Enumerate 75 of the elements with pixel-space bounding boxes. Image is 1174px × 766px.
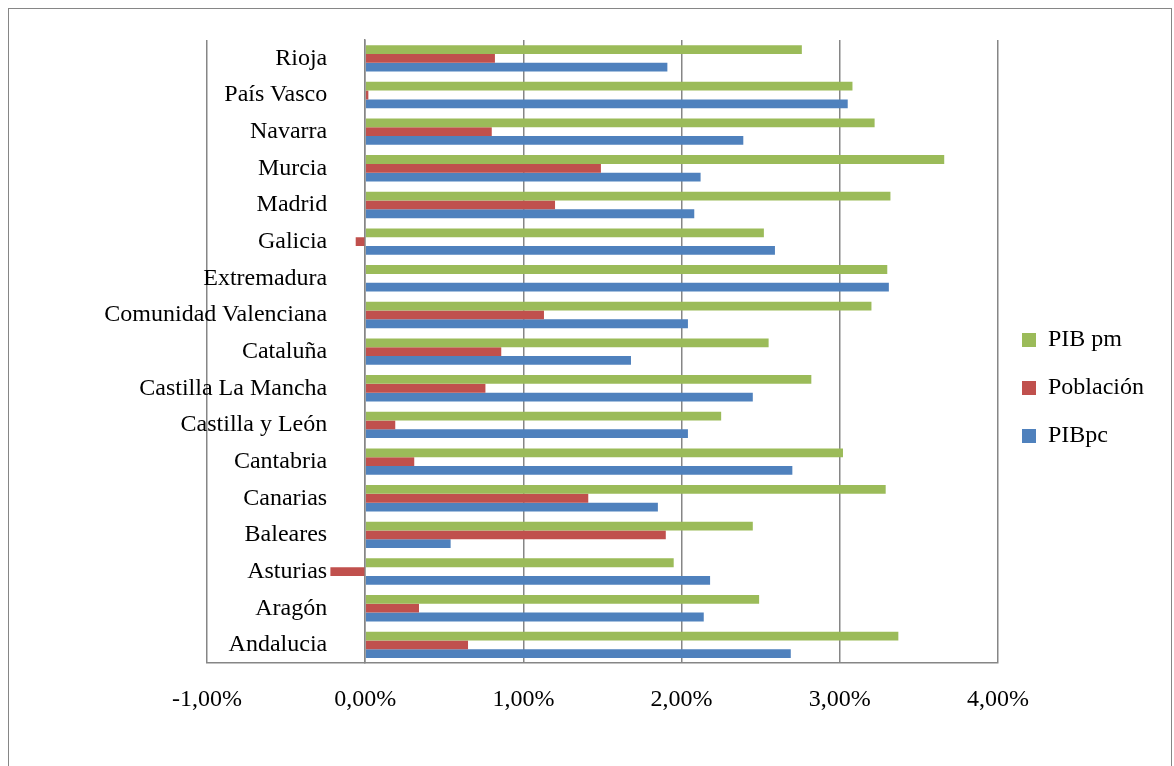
bar — [365, 53, 495, 63]
bar — [365, 448, 843, 458]
bar — [365, 200, 556, 210]
x-tick-label: 3,00% — [808, 684, 871, 711]
bar — [365, 420, 396, 430]
x-tick-label: 1,00% — [492, 684, 555, 711]
bar — [365, 383, 486, 393]
bar — [365, 530, 666, 540]
bar — [365, 575, 711, 585]
bar — [365, 640, 469, 650]
y-tick-label: Andalucia — [228, 630, 328, 657]
y-tick-label: País Vasco — [224, 80, 328, 107]
bar — [365, 163, 601, 173]
bar — [365, 539, 451, 549]
bar — [365, 191, 891, 201]
bar — [365, 457, 415, 466]
bar — [365, 595, 760, 604]
y-tick-label: Navarra — [249, 116, 328, 143]
bar — [365, 558, 674, 568]
x-tick-label: 2,00% — [650, 684, 713, 711]
y-tick-label: Asturias — [247, 556, 328, 583]
bar — [365, 45, 802, 54]
bar — [365, 465, 793, 475]
bar — [365, 649, 791, 659]
bar — [330, 567, 365, 576]
legend-label: PIBpc — [1048, 421, 1109, 448]
bar — [365, 301, 872, 311]
bar — [365, 136, 744, 145]
y-tick-label: Castilla y León — [180, 410, 328, 437]
bar — [365, 502, 658, 512]
bar — [365, 338, 769, 348]
bar — [365, 81, 853, 91]
y-tick-label: Rioja — [275, 43, 328, 70]
bar — [365, 228, 764, 238]
y-tick-label: Aragón — [255, 593, 328, 620]
bar — [365, 631, 899, 641]
bar — [365, 347, 502, 356]
y-tick-label: Cantabria — [233, 446, 328, 473]
y-tick-label: Baleares — [244, 520, 328, 547]
legend-label: PIB pm — [1048, 325, 1123, 352]
bar — [365, 521, 753, 531]
x-tick-label: 0,00% — [334, 684, 397, 711]
bar — [365, 603, 419, 613]
bar — [365, 429, 688, 439]
y-tick-label: Extremadura — [203, 263, 328, 290]
bar — [365, 310, 544, 320]
bar — [365, 172, 701, 182]
bar — [365, 392, 753, 402]
bar — [365, 118, 875, 128]
bar — [365, 485, 886, 494]
bar — [365, 62, 668, 72]
bar — [365, 155, 945, 164]
bar — [365, 411, 722, 421]
legend-label: Población — [1048, 373, 1145, 400]
y-tick-label: Madrid — [256, 190, 328, 217]
bar — [365, 265, 888, 274]
bar — [365, 282, 889, 292]
bar — [365, 493, 589, 503]
y-tick-label: Galicia — [257, 226, 328, 253]
y-tick-label: Murcia — [257, 153, 328, 180]
y-tick-label: Cataluña — [241, 336, 328, 363]
x-tick-label: 4,00% — [967, 684, 1030, 711]
bar — [365, 99, 848, 109]
y-tick-label: Comunidad Valenciana — [104, 300, 328, 327]
bar — [365, 612, 704, 622]
y-tick-label: Canarias — [243, 483, 328, 510]
bar — [365, 375, 812, 384]
bar — [365, 209, 695, 219]
bar — [365, 356, 631, 365]
bar — [365, 127, 492, 137]
bar — [365, 246, 775, 255]
bar — [365, 319, 688, 329]
x-tick-label: -1,00% — [172, 684, 242, 711]
y-tick-label: Castilla La Mancha — [139, 373, 328, 400]
bar — [355, 237, 365, 247]
